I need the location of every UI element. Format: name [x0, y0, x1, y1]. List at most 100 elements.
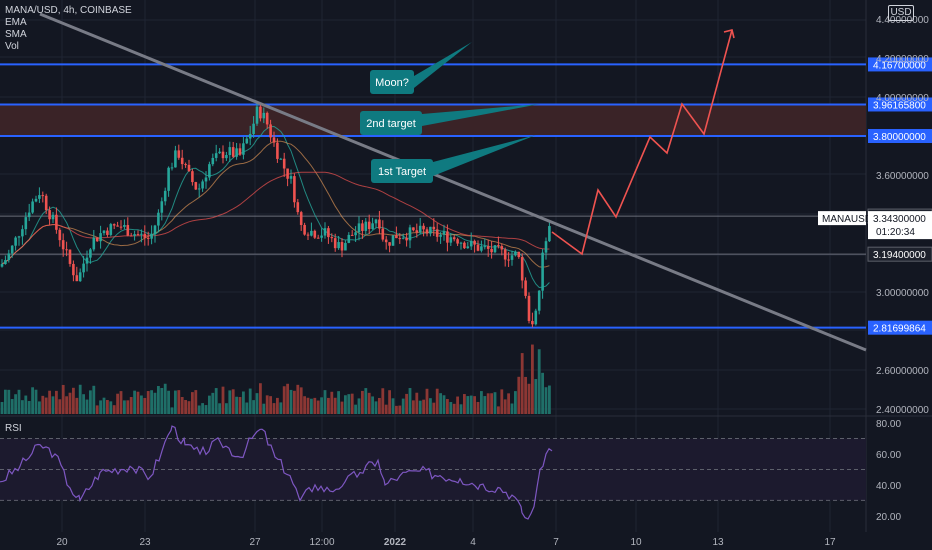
candle-body	[296, 202, 300, 213]
volume-bar	[221, 386, 225, 414]
volume-bar	[238, 397, 242, 414]
volume-bar	[544, 387, 548, 414]
volume-bar	[194, 390, 198, 414]
level-label-box	[868, 129, 932, 143]
candle-body	[44, 195, 48, 211]
volume-bar	[109, 401, 113, 414]
volume-bar	[367, 392, 371, 414]
candle-body	[184, 164, 187, 166]
candle-body	[106, 230, 109, 235]
volume-bar	[27, 401, 31, 414]
candle-body	[262, 112, 266, 119]
volume-bar	[510, 403, 514, 414]
time-tick: 17	[824, 537, 836, 548]
volume-bar	[330, 391, 334, 414]
price-tick: 4.20000000	[876, 54, 929, 65]
rsi-title[interactable]: RSI	[5, 423, 22, 434]
volume-bar	[422, 399, 425, 414]
legend: MANA/USD, 4h, COINBASE EMA SMA Vol	[5, 5, 132, 53]
level-label-box	[868, 320, 932, 335]
volume-bar	[541, 372, 544, 414]
symbol-tag-box	[818, 211, 866, 226]
candle-body	[58, 229, 62, 241]
candle-body	[153, 225, 157, 235]
volume-bar	[320, 397, 323, 414]
indicator-vol[interactable]: Vol	[5, 41, 19, 52]
volume-bar	[34, 389, 38, 414]
candle-body	[500, 246, 504, 250]
volume-bar	[293, 390, 296, 414]
time-tick: 12:00	[309, 537, 334, 548]
currency-button[interactable]: USD	[888, 5, 914, 21]
trendline[interactable]	[39, 12, 867, 352]
candle-body	[432, 226, 436, 230]
callout-text: 2nd target	[366, 118, 416, 130]
rsi-pane	[0, 425, 866, 520]
volume-bar	[95, 405, 99, 414]
volume-bar	[129, 397, 133, 414]
volume-bar	[381, 388, 385, 414]
candle-body	[92, 237, 96, 250]
volume-bar	[10, 399, 14, 414]
volume-bar	[272, 403, 276, 414]
volume-bar	[143, 397, 147, 414]
candle-body	[333, 238, 337, 249]
candle-body	[327, 228, 330, 238]
volume-bar	[78, 384, 82, 414]
volume-bar	[395, 405, 398, 414]
candle-body	[408, 227, 412, 241]
volume-bar	[204, 405, 208, 414]
volume-bar	[449, 402, 453, 414]
price-axis[interactable]: 4.167000003.961658003.800000003.38935135…	[818, 15, 932, 523]
candle-body	[405, 237, 408, 241]
volume-bar	[452, 403, 456, 414]
callout-labels[interactable]: Moon? 2nd target 1st Target	[360, 42, 540, 183]
volume-bar	[51, 396, 55, 414]
symbol-title[interactable]: MANA/USD, 4h, COINBASE	[5, 5, 132, 16]
time-axis[interactable]: 20 23 27 12:00 2022 4 7 10 13 17	[56, 537, 836, 548]
volume-bar	[408, 388, 412, 414]
candle-body	[143, 233, 147, 238]
candle-body	[459, 242, 463, 244]
candle-body	[490, 248, 493, 253]
candle-body	[238, 148, 242, 155]
volume-bar	[306, 397, 310, 414]
volume-bar	[218, 403, 221, 414]
sma-line-fast	[1, 140, 550, 268]
indicator-sma[interactable]: SMA	[5, 29, 27, 40]
price-tick: 3.00000000	[876, 288, 929, 299]
volume-bar	[38, 401, 41, 414]
volume-bar	[160, 387, 164, 414]
candle-body	[214, 153, 218, 158]
volume-bar	[265, 395, 269, 414]
callout-box	[370, 70, 414, 94]
candle-body	[354, 232, 357, 236]
level-label: 3.80000000	[873, 132, 926, 143]
volume-bar	[31, 387, 34, 414]
level-label-box	[868, 57, 932, 72]
volume-bar	[17, 389, 21, 414]
candle-body	[61, 240, 65, 250]
candle-body	[99, 233, 102, 242]
candle-body	[160, 201, 164, 213]
volume-bar	[163, 383, 167, 414]
volume-bar	[497, 406, 500, 414]
candle-body	[466, 246, 470, 249]
volume-bar	[446, 399, 449, 414]
candle-body	[95, 237, 99, 242]
candle-body	[364, 221, 368, 231]
candle-body	[27, 212, 31, 218]
indicator-ema[interactable]: EMA	[5, 17, 27, 28]
projection-path[interactable]	[551, 29, 735, 256]
candle-body	[41, 195, 45, 197]
candle-body	[524, 280, 527, 296]
candle-body	[510, 255, 514, 260]
volume-bar	[276, 397, 279, 414]
volume-bar	[187, 401, 191, 414]
volume-bar	[459, 404, 463, 414]
callout-pointer	[433, 135, 536, 176]
level-label-box	[867, 246, 932, 262]
callout-box	[371, 159, 433, 183]
time-tick: 4	[470, 537, 476, 548]
